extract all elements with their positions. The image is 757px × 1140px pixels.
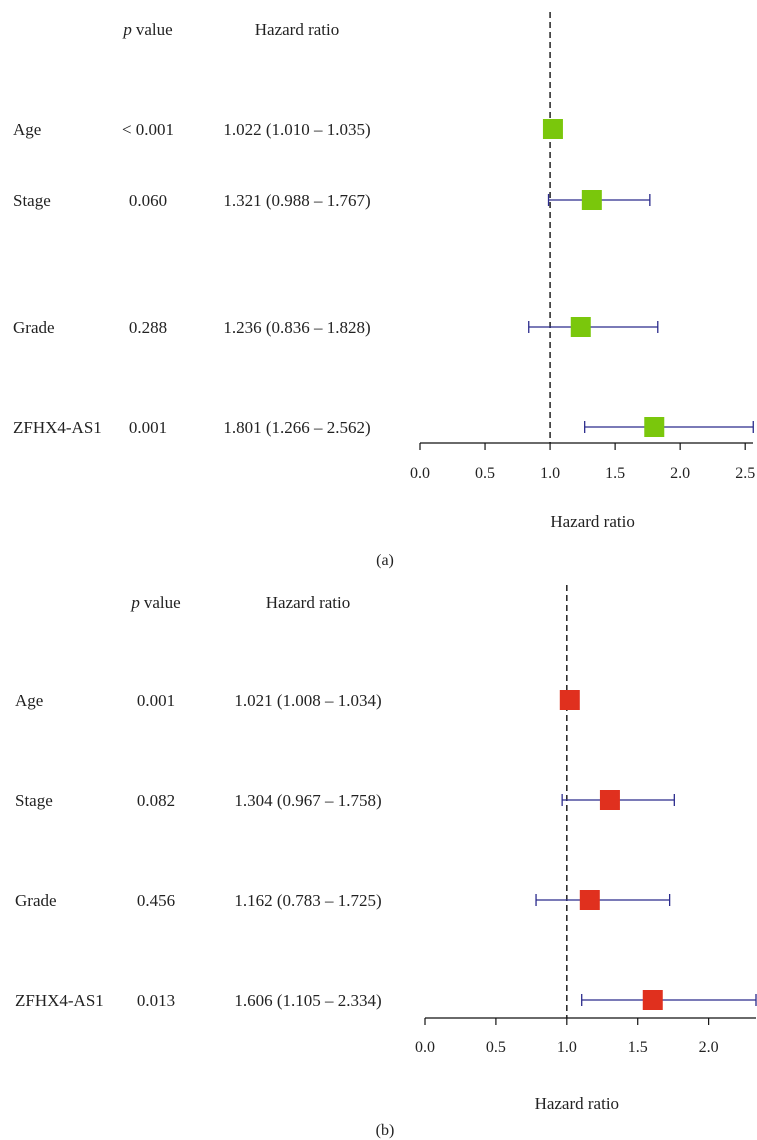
hr-point-marker bbox=[644, 417, 665, 437]
hr-point-marker bbox=[542, 119, 563, 139]
x-tick-label: 2.0 bbox=[670, 465, 690, 482]
panel-label: (a) bbox=[376, 552, 394, 569]
row-name: ZFHX4-AS1 bbox=[13, 418, 102, 437]
hr-point-marker bbox=[599, 790, 620, 810]
hr-point-marker bbox=[559, 690, 580, 710]
x-axis-label: Hazard ratio bbox=[535, 1094, 619, 1113]
row-hr-text: 1.321 (0.988 – 1.767) bbox=[223, 191, 370, 210]
row-hr-text: 1.304 (0.967 – 1.758) bbox=[234, 791, 381, 810]
x-tick-label: 1.0 bbox=[540, 465, 560, 482]
x-tick-label: 1.5 bbox=[628, 1039, 648, 1056]
hr-point-marker bbox=[570, 317, 591, 337]
row-name: Stage bbox=[13, 191, 51, 210]
row-p-value: 0.060 bbox=[129, 191, 167, 210]
header-p-letter: p bbox=[122, 20, 132, 39]
panel-label: (b) bbox=[376, 1122, 395, 1139]
row-p-value: < 0.001 bbox=[122, 120, 174, 139]
row-p-value: 0.001 bbox=[137, 691, 175, 710]
header-p-word: value bbox=[136, 20, 173, 39]
row-p-value: 0.001 bbox=[129, 418, 167, 437]
row-p-value: 0.288 bbox=[129, 318, 167, 337]
forest-panel-b: p value Hazard ratio Age 0.001 1.021 (1.008 –… bbox=[15, 585, 757, 1139]
row-hr-text: 1.022 (1.010 – 1.035) bbox=[223, 120, 370, 139]
header-p-letter: p bbox=[130, 593, 140, 612]
row-hr-text: 1.021 (1.008 – 1.034) bbox=[234, 691, 381, 710]
x-tick-label: 1.5 bbox=[605, 465, 625, 482]
row-hr-text: 1.162 (0.783 – 1.725) bbox=[234, 891, 381, 910]
row-name: Grade bbox=[15, 891, 57, 910]
row-p-value: 0.013 bbox=[137, 991, 175, 1010]
x-axis-label: Hazard ratio bbox=[550, 512, 634, 531]
row-name: Grade bbox=[13, 318, 55, 337]
header-p-value: p value bbox=[122, 20, 172, 39]
x-tick-label: 0.5 bbox=[486, 1039, 506, 1056]
header-hazard-ratio: Hazard ratio bbox=[255, 20, 339, 39]
hr-point-marker bbox=[642, 990, 663, 1010]
row-name: Age bbox=[15, 691, 43, 710]
x-tick-label: 0.5 bbox=[475, 465, 495, 482]
forest-panel-a: p value Hazard ratio Age < 0.001 1.022 (1.010… bbox=[13, 12, 755, 569]
x-tick-label: 0.0 bbox=[410, 465, 430, 482]
row-name: Stage bbox=[15, 791, 53, 810]
x-tick-label: 1.0 bbox=[557, 1039, 577, 1056]
hr-point-marker bbox=[579, 890, 600, 910]
row-p-value: 0.082 bbox=[137, 791, 175, 810]
row-hr-text: 1.606 (1.105 – 2.334) bbox=[234, 991, 381, 1010]
row-hr-text: 1.801 (1.266 – 2.562) bbox=[223, 418, 370, 437]
header-p-word: value bbox=[144, 593, 181, 612]
header-p-value: p value bbox=[130, 593, 180, 612]
row-name: ZFHX4-AS1 bbox=[15, 991, 104, 1010]
x-tick-label: 2.0 bbox=[699, 1039, 719, 1056]
row-hr-text: 1.236 (0.836 – 1.828) bbox=[223, 318, 370, 337]
x-tick-label: 0.0 bbox=[415, 1039, 435, 1056]
row-p-value: 0.456 bbox=[137, 891, 175, 910]
x-tick-label: 2.5 bbox=[735, 465, 755, 482]
row-name: Age bbox=[13, 120, 41, 139]
header-hazard-ratio: Hazard ratio bbox=[266, 593, 350, 612]
hr-point-marker bbox=[581, 190, 602, 210]
